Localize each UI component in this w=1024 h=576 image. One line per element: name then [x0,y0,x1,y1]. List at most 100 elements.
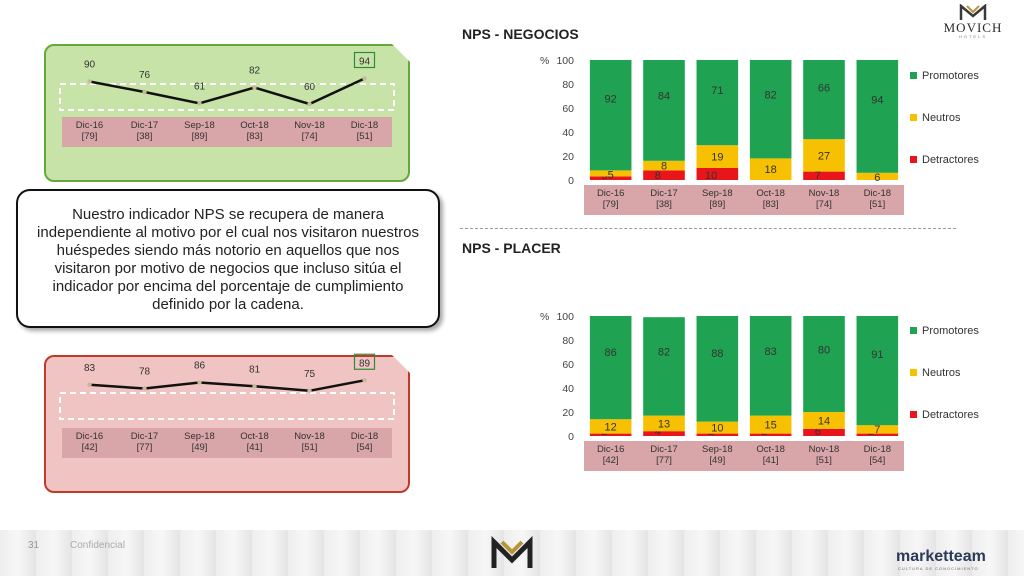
trend-value-label: 60 [304,82,316,93]
bar-segment-promotores [589,60,632,171]
bar-segment-promotores [643,317,685,416]
bar-value-label: 94 [871,94,883,106]
bar-segment-promotores [643,60,685,161]
x-tick-base: [51] [816,455,832,466]
y-tick-label: 60 [562,103,574,115]
x-tick-category: Nov-18 [808,444,840,455]
x-tick-label: Oct-18 [83] [744,185,797,215]
bar-value-label: 14 [818,415,830,427]
company-logo: marketteam [896,548,986,565]
x-tick-category: Nov-18 [294,431,325,442]
bar-value-label: 10 [711,423,723,435]
bar-segment-promotores [589,316,632,420]
trend-point [87,79,92,84]
bar-value-label: 66 [818,83,830,95]
x-tick-base: [49] [709,455,726,466]
y-tick-label: 20 [562,151,574,163]
x-tick-base: [83] [246,131,263,142]
bar-segment-neutros [643,160,685,171]
bar-value-label: 19 [711,152,723,164]
x-tick-label: Nov-18 [74] [282,117,337,147]
x-tick-label: Dic-17 [77] [637,441,690,471]
bar-value-label: 8 [661,161,667,173]
bar-value-label: 7 [874,424,880,436]
legend-swatch [910,114,917,121]
x-tick-label: Dic-16 [42] [584,441,637,471]
y-axis-label: % [540,55,549,67]
trend-line [89,379,365,393]
x-tick-category: Dic-16 [75,120,104,131]
brand-sub: HOTELS [958,34,987,39]
x-tick-label: Sep-18 [49] [172,428,227,458]
x-tick-label: Dic-17 [38] [637,185,690,215]
highlight-box [353,51,376,69]
trend-point [307,101,312,107]
target-band [59,392,395,420]
y-tick-label: 20 [562,407,574,419]
bar-value-label: 8 [655,170,661,182]
trend-panel-placer [44,355,410,493]
trend-value-label: 78 [139,367,151,378]
legend-label: Neutros [922,367,961,379]
x-tick-base: [49] [191,442,208,453]
legend-label: Promotores [922,325,979,337]
x-tick-category: Sep-18 [184,120,215,131]
bar-segment-detractores [643,170,685,180]
x-tick-base: [83] [762,199,779,210]
bar-segment-promotores [696,316,739,422]
trend-point [197,101,202,106]
section-divider [460,228,956,229]
legend-swatch [910,156,917,163]
x-tick-base: [51] [356,131,373,142]
x-tick-category: Dic-17 [130,120,159,131]
bar-segment-neutros [749,415,792,434]
trend-point [87,382,92,387]
trend-point [362,378,367,383]
bar-segment-neutros [643,415,685,432]
legend-label: Detractores [922,409,979,421]
x-tick-category: Dic-18 [350,431,379,442]
bars-negocios-tick-row: Dic-16 [79] Dic-17 [38] Sep-18 [89] Oct-18 [83]… [584,185,904,215]
x-tick-base: [74] [301,131,318,142]
bar-segment-neutros [856,172,899,180]
bar-value-label: 7 [815,170,821,182]
y-tick-label: 60 [562,359,574,371]
legend-swatch [910,72,917,79]
bars-placer-tick-row: Dic-16 [42] Dic-17 [77] Sep-18 [49] Oct-18 [41]… [584,441,904,471]
x-tick-category: Dic-17 [650,188,678,199]
trend-point [142,89,147,95]
x-tick-base: [89] [709,199,726,210]
bar-segment-promotores [803,60,845,140]
x-tick-label: Sep-18 [49] [691,441,744,471]
bar-value-label: 82 [658,347,670,359]
x-tick-base: [51] [869,199,886,210]
trend-value-label: 82 [249,66,261,77]
bar-value-label: 71 [711,85,723,97]
x-tick-category: Oct-18 [240,431,269,442]
y-tick-label: 80 [562,335,574,347]
trend-value-label: 76 [139,70,151,81]
trend-point [252,85,257,90]
x-tick-label: Oct-18 [83] [227,117,282,147]
confidential-label: Confidencial [70,540,126,551]
bar-segment-neutros [803,412,845,429]
bar-segment-detractores [696,168,739,180]
x-tick-category: Oct-18 [240,120,269,131]
bar-value-label: 84 [658,90,670,102]
bar-segment-detractores [696,433,739,436]
x-tick-base: [77] [656,455,672,466]
x-tick-category: Dic-16 [596,444,625,455]
bar-segment-promotores [749,316,792,416]
x-tick-base: [51] [301,442,318,453]
bar-segment-neutros [589,419,632,434]
trend-point [307,388,312,393]
x-tick-base: [38] [136,131,153,142]
x-tick-label: Dic-18 [54] [851,441,904,471]
center-brand-mark-icon [491,536,533,568]
x-tick-label: Dic-16 [42] [62,428,117,458]
x-tick-label: Dic-16 [79] [62,117,117,147]
x-tick-category: Oct-18 [756,444,785,455]
bar-value-label: 12 [605,421,617,433]
bar-value-label: 82 [765,89,777,101]
bar-segment-detractores [589,176,632,180]
